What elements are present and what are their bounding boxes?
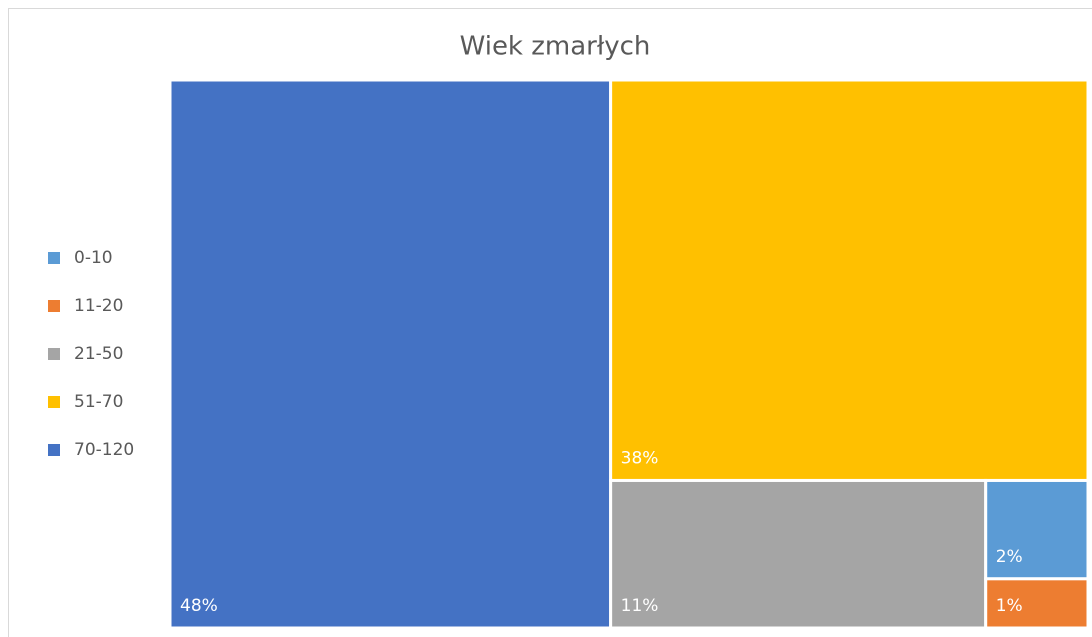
treemap-tile [168,78,613,630]
treemap-tile [984,577,1090,630]
chart-title: Wiek zmarłych [460,32,651,62]
legend-swatch [48,444,60,456]
legend-label: 51-70 [74,392,123,412]
legend-label: 0-10 [74,248,113,268]
legend-swatch [48,300,60,312]
legend-swatch [48,252,60,264]
legend-label: 21-50 [74,344,123,364]
data-label: 11% [621,596,659,616]
legend-label: 70-120 [74,440,134,460]
legend-swatch [48,396,60,408]
legend-label: 11-20 [74,296,123,316]
treemap-tile [609,478,988,630]
data-label: 48% [180,596,218,616]
data-label: 38% [621,448,659,468]
treemap-tile [984,478,1090,581]
data-label: 1% [996,596,1023,616]
legend-swatch [48,348,60,360]
data-label: 2% [996,547,1023,567]
treemap-tile [609,78,1090,482]
